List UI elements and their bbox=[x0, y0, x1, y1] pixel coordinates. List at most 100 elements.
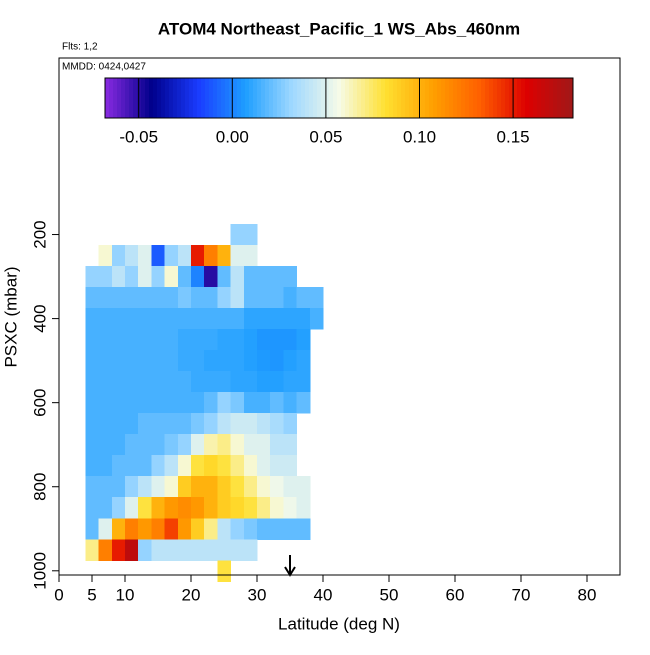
colorbar-swatch bbox=[553, 78, 558, 118]
heat-cell bbox=[191, 350, 205, 372]
heat-cell bbox=[177, 308, 192, 330]
heat-cell bbox=[191, 266, 205, 288]
heat-cell bbox=[257, 497, 271, 519]
heat-cell bbox=[230, 476, 245, 498]
heat-cell bbox=[270, 518, 284, 540]
colorbar-swatch bbox=[113, 78, 118, 118]
heat-cell bbox=[164, 518, 179, 540]
heat-cell bbox=[125, 476, 139, 498]
y-tick-label: 800 bbox=[30, 473, 49, 501]
colorbar-swatch bbox=[337, 78, 342, 118]
colorbar-swatch bbox=[509, 78, 514, 118]
x-tick-label: 40 bbox=[314, 585, 333, 604]
heat-cell bbox=[257, 308, 271, 330]
plot-frame bbox=[58, 57, 621, 576]
heat-cell bbox=[217, 560, 232, 582]
colorbar-swatch bbox=[277, 78, 282, 118]
heat-cell bbox=[98, 413, 113, 435]
heat-cell bbox=[243, 413, 258, 435]
heat-cell bbox=[138, 455, 152, 477]
heat-cell bbox=[217, 539, 232, 561]
heat-cell bbox=[138, 539, 152, 561]
colorbar-swatch bbox=[133, 78, 138, 118]
heat-cell bbox=[217, 350, 232, 372]
x-tick-label: 20 bbox=[182, 585, 201, 604]
heat-cell bbox=[283, 287, 298, 309]
colorbar-swatch bbox=[461, 78, 466, 118]
colorbar-swatch bbox=[109, 78, 114, 118]
colorbar-swatch bbox=[457, 78, 462, 118]
heat-cell bbox=[270, 329, 284, 351]
colorbar-swatch bbox=[413, 78, 418, 118]
heat-cell bbox=[191, 245, 205, 267]
heat-cell bbox=[257, 266, 271, 288]
heat-cell bbox=[164, 287, 179, 309]
colorbar-tick-label: 0.00 bbox=[216, 127, 249, 146]
colorbar-swatch bbox=[481, 78, 486, 118]
colorbar-swatch bbox=[349, 78, 354, 118]
heat-cell bbox=[243, 371, 258, 393]
colorbar-swatch bbox=[537, 78, 542, 118]
colorbar-swatch bbox=[569, 78, 574, 118]
x-tick-label: 60 bbox=[446, 585, 465, 604]
colorbar-swatch bbox=[545, 78, 550, 118]
x-axis-label: Latitude (deg N) bbox=[278, 614, 400, 633]
colorbar-swatch bbox=[437, 78, 442, 118]
colorbar-swatch bbox=[257, 78, 262, 118]
heat-cell bbox=[217, 434, 232, 456]
heat-cell bbox=[111, 266, 126, 288]
y-tick-label: 1000 bbox=[30, 552, 49, 590]
heat-cell bbox=[283, 455, 298, 477]
heat-cell bbox=[243, 287, 258, 309]
heat-cell bbox=[164, 413, 179, 435]
heat-cell bbox=[164, 329, 179, 351]
heat-cell bbox=[151, 413, 166, 435]
heat-cell bbox=[230, 266, 245, 288]
colorbar-swatch bbox=[181, 78, 186, 118]
colorbar-swatch bbox=[405, 78, 410, 118]
heat-cell bbox=[243, 539, 258, 561]
heat-cell bbox=[111, 434, 126, 456]
heat-cell bbox=[98, 287, 113, 309]
x-tick-label: 10 bbox=[116, 585, 135, 604]
heat-cell bbox=[230, 413, 245, 435]
colorbar-swatch bbox=[521, 78, 526, 118]
colorbar-swatch bbox=[441, 78, 446, 118]
heat-cell bbox=[138, 392, 152, 414]
heat-cell bbox=[177, 245, 192, 267]
heat-cell bbox=[217, 413, 232, 435]
heat-cell bbox=[138, 434, 152, 456]
heat-cell bbox=[243, 308, 258, 330]
colorbar-swatch bbox=[485, 78, 490, 118]
heat-cell bbox=[191, 371, 205, 393]
colorbar-swatch bbox=[237, 78, 242, 118]
heat-cell bbox=[138, 413, 152, 435]
heat-cell bbox=[111, 476, 126, 498]
colorbar-swatch bbox=[393, 78, 398, 118]
colorbar-swatch bbox=[153, 78, 158, 118]
heat-cell bbox=[191, 539, 205, 561]
heat-cell bbox=[85, 266, 100, 288]
heat-cell bbox=[125, 518, 139, 540]
colorbar-swatch bbox=[253, 78, 258, 118]
colorbar-swatch bbox=[137, 78, 142, 118]
colorbar-swatch bbox=[261, 78, 266, 118]
colorbar-swatch bbox=[449, 78, 454, 118]
heat-cell bbox=[283, 392, 298, 414]
heat-cell bbox=[151, 308, 166, 330]
heat-cell bbox=[230, 392, 245, 414]
heat-cell bbox=[257, 518, 271, 540]
heat-cell bbox=[283, 518, 298, 540]
heat-cell bbox=[217, 392, 232, 414]
y-tick-label: 600 bbox=[30, 388, 49, 416]
heat-cell bbox=[270, 392, 284, 414]
heat-cell bbox=[270, 350, 284, 372]
heat-cell bbox=[138, 308, 152, 330]
heat-cell bbox=[257, 476, 271, 498]
colorbar-tick-label: 0.10 bbox=[403, 127, 436, 146]
heat-cell bbox=[138, 266, 152, 288]
colorbar-swatch bbox=[129, 78, 134, 118]
colorbar-swatch bbox=[329, 78, 334, 118]
colorbar-swatch bbox=[469, 78, 474, 118]
heat-cell bbox=[125, 497, 139, 519]
